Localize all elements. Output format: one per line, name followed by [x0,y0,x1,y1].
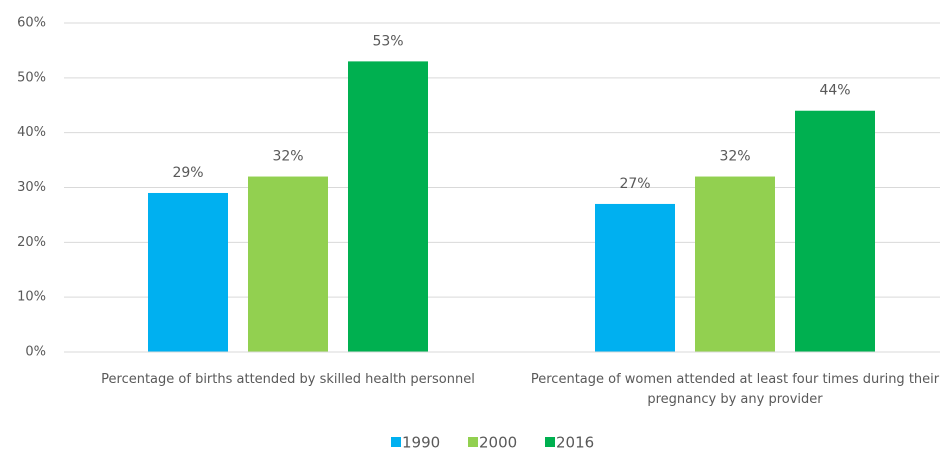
y-tick-label: 50% [17,70,46,85]
y-tick-label: 20% [17,235,46,250]
data-label: 44% [819,83,850,99]
legend-label: 2016 [556,434,594,452]
y-tick-label: 30% [17,180,46,195]
bar [595,203,675,352]
legend-swatch [468,437,478,447]
x-tick-label: Percentage of births attended by skilled… [101,372,475,387]
y-tick-label: 10% [17,290,46,305]
data-label: 29% [172,165,203,181]
data-label: 53% [372,33,403,49]
legend-swatch [545,437,555,447]
y-tick-label: 0% [25,345,46,360]
bar [148,192,228,352]
bar [348,61,428,353]
data-label: 27% [619,176,650,192]
bar [695,176,775,352]
bar [795,110,875,352]
legend-label: 1990 [402,434,440,452]
bar [248,176,328,352]
y-tick-label: 40% [17,125,46,140]
y-tick-label: 60% [17,16,46,31]
data-label: 32% [272,149,303,165]
data-label: 32% [719,149,750,165]
x-tick-label: Percentage of women attended at least fo… [530,372,940,407]
legend-swatch [391,437,401,447]
legend-label: 2000 [479,434,517,452]
